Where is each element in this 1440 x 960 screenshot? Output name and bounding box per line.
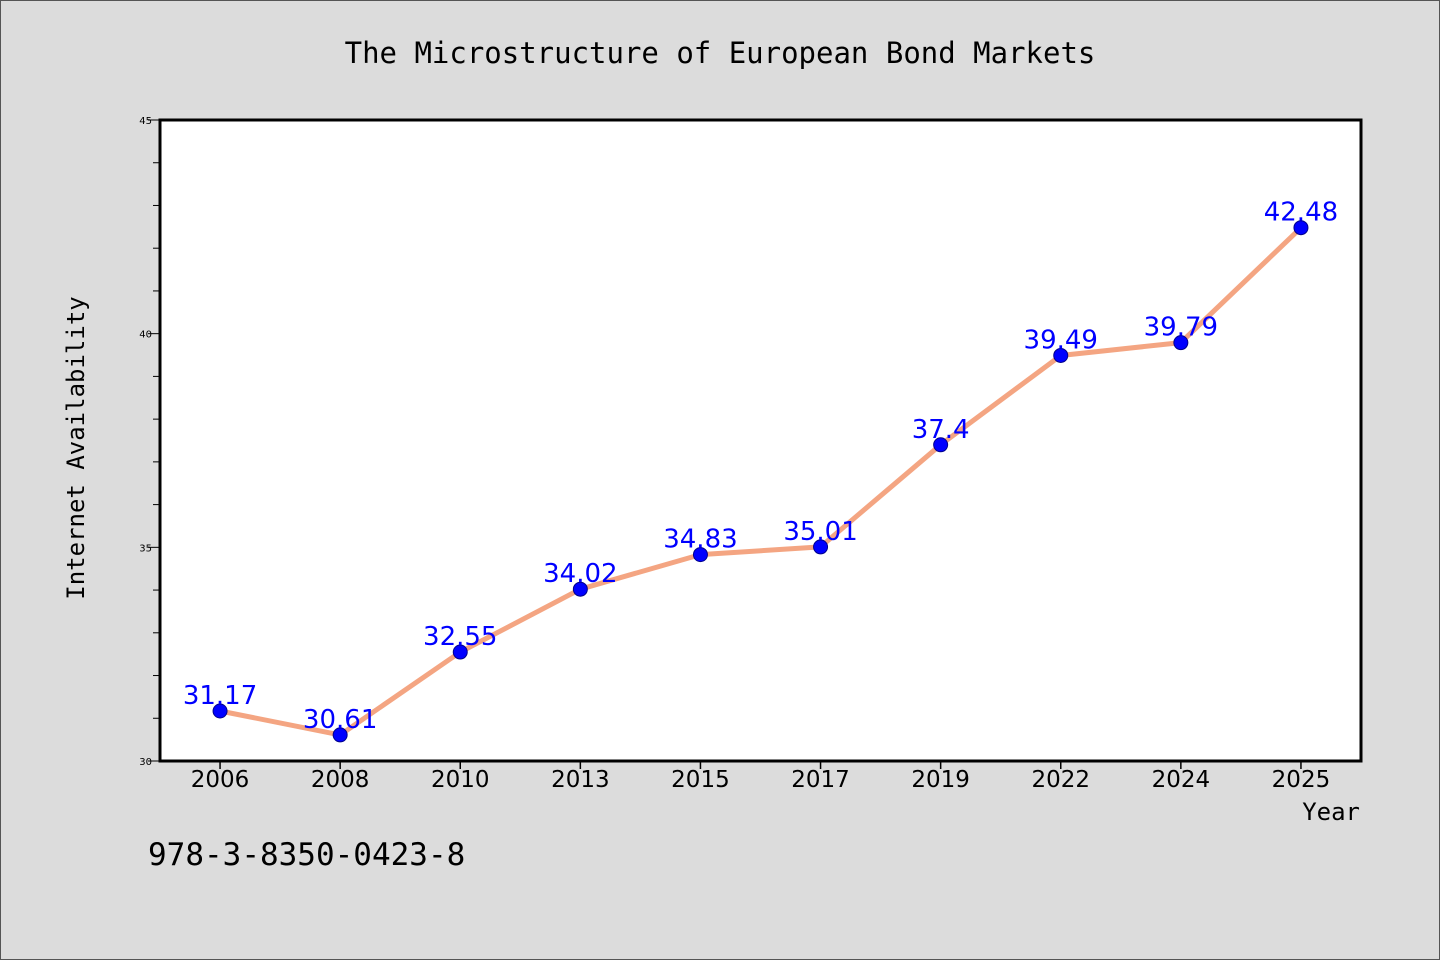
- x-axis-ticks: 2006 2008 2010 2013 2015 2017 2019 2022 2024 2025: [191, 761, 1330, 793]
- x-tick-label: 2013: [551, 767, 610, 793]
- data-point: [332, 727, 348, 743]
- series-line: [217, 225, 1304, 738]
- y-axis-label: Internet Availability: [62, 296, 90, 599]
- x-tick-label: 2015: [671, 767, 730, 793]
- y-tick-label: 30: [139, 757, 152, 768]
- data-labels: 31.17 30.61 32.55 34.02 34.83 35.01 37.4 39.49 3…: [183, 198, 1338, 735]
- data-point: [933, 437, 949, 453]
- x-tick-label: 2008: [311, 767, 370, 793]
- isbn-annotation: 978-3-8350-0423-8: [148, 837, 465, 873]
- data-label: 39.49: [1024, 325, 1098, 355]
- data-point: [452, 644, 468, 660]
- data-label: 37.4: [912, 415, 970, 445]
- chart-title: The Microstructure of European Bond Mark…: [345, 36, 1096, 70]
- data-label: 30.61: [303, 705, 377, 735]
- data-label: 32.55: [423, 622, 497, 652]
- data-point: [1173, 335, 1189, 351]
- y-axis-ticks: 30 35 40 45: [139, 116, 160, 768]
- x-tick-label: 2024: [1152, 767, 1211, 793]
- y-tick-label: 40: [139, 330, 152, 341]
- data-label: 34.83: [663, 525, 737, 555]
- data-markers: [212, 220, 1309, 743]
- y-tick-label: 35: [139, 543, 152, 554]
- data-label: 39.79: [1144, 313, 1218, 343]
- y-tick-label: 45: [139, 116, 152, 127]
- x-tick-label: 2010: [431, 767, 490, 793]
- data-point: [212, 703, 228, 719]
- x-tick-label: 2025: [1272, 767, 1331, 793]
- data-point: [572, 581, 588, 597]
- data-point: [1293, 220, 1309, 236]
- data-point: [1053, 347, 1069, 363]
- x-axis-label: Year: [1302, 798, 1360, 826]
- data-point: [813, 539, 829, 555]
- plot-border: [158, 118, 1363, 763]
- data-label: 35.01: [783, 517, 857, 547]
- x-tick-label: 2022: [1031, 767, 1090, 793]
- data-label: 31.17: [183, 681, 257, 711]
- data-label: 34.02: [543, 559, 617, 589]
- series-line-group: [217, 225, 1304, 738]
- x-tick-label: 2017: [791, 767, 850, 793]
- data-point: [692, 547, 708, 563]
- data-label: 42.48: [1264, 198, 1338, 228]
- x-tick-label: 2019: [911, 767, 970, 793]
- plot-area: [160, 120, 1361, 761]
- x-tick-label: 2006: [191, 767, 250, 793]
